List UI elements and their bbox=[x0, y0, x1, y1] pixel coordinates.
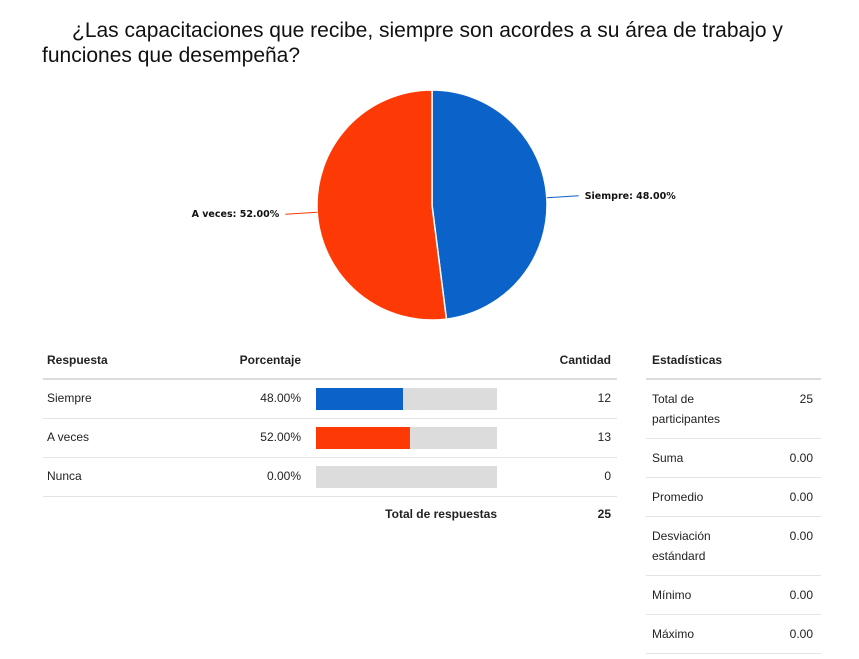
stat-row: Desviación estándard 0.00 bbox=[646, 517, 821, 576]
row-cantidad: 0 bbox=[604, 469, 611, 483]
stat-row: Total de participantes 25 bbox=[646, 380, 821, 439]
stat-row: Promedio 0.00 bbox=[646, 478, 821, 517]
stat-name: Promedio bbox=[652, 490, 704, 504]
header-respuesta: Respuesta bbox=[47, 353, 108, 367]
row-porcentaje: 48.00% bbox=[260, 391, 301, 405]
results-table: Respuesta Porcentaje Cantidad Siempre 48… bbox=[43, 342, 617, 531]
row-respuesta: Nunca bbox=[47, 469, 82, 483]
percentage-bar-track bbox=[316, 427, 497, 449]
statistics-panel: Estadísticas Total de participantes 25 Su… bbox=[646, 342, 821, 654]
pie-slice-siempre bbox=[431, 89, 548, 320]
percentage-bar-fill bbox=[316, 427, 411, 449]
stat-row: Máximo 0.00 bbox=[646, 615, 821, 654]
stat-name: Máximo bbox=[652, 627, 695, 641]
total-value: 25 bbox=[597, 507, 611, 521]
row-porcentaje: 0.00% bbox=[266, 469, 301, 483]
pie-slice-label: Siempre: 48.00% bbox=[585, 191, 677, 202]
table-row: Nunca 0.00% 0 bbox=[43, 458, 617, 497]
pie-chart: Siempre: 48.00% A veces: 52.00% bbox=[192, 89, 677, 321]
stat-name: Desviación estándard bbox=[652, 529, 711, 563]
stat-value: 0.00 bbox=[789, 529, 813, 543]
statistics-header: Estadísticas bbox=[646, 342, 821, 380]
stat-value: 0.00 bbox=[789, 490, 813, 504]
table-row: A veces 52.00% 13 bbox=[43, 419, 617, 458]
chart-title: ¿Las capacitaciones que recibe, siempre … bbox=[42, 19, 783, 67]
pie-leader-line bbox=[546, 195, 579, 199]
row-cantidad: 12 bbox=[597, 391, 611, 405]
stat-value: 0.00 bbox=[789, 627, 813, 641]
row-respuesta: Siempre bbox=[47, 391, 92, 405]
results-table-header: Respuesta Porcentaje Cantidad bbox=[43, 342, 617, 380]
stat-row: Suma 0.00 bbox=[646, 439, 821, 478]
stat-value: 0.00 bbox=[789, 588, 813, 602]
row-porcentaje: 52.00% bbox=[260, 430, 301, 444]
row-respuesta: A veces bbox=[47, 430, 90, 444]
pie-leader-line bbox=[285, 211, 318, 215]
pie-slice-a-veces bbox=[316, 89, 448, 321]
stat-name: Total de participantes bbox=[652, 392, 721, 426]
stat-row: Mínimo 0.00 bbox=[646, 576, 821, 615]
header-cantidad: Cantidad bbox=[559, 353, 611, 367]
percentage-bar-track bbox=[316, 388, 497, 410]
pie-slice-label: A veces: 52.00% bbox=[192, 209, 280, 220]
stat-value: 0.00 bbox=[789, 451, 813, 465]
total-row: Total de respuestas 25 bbox=[43, 497, 617, 531]
table-row: Siempre 48.00% 12 bbox=[43, 380, 617, 419]
header-porcentaje: Porcentaje bbox=[239, 353, 301, 367]
stat-name: Mínimo bbox=[652, 588, 692, 602]
row-cantidad: 13 bbox=[597, 430, 611, 444]
percentage-bar-fill bbox=[316, 388, 403, 410]
stat-name: Suma bbox=[652, 451, 684, 465]
total-label: Total de respuestas bbox=[385, 507, 497, 521]
stat-value: 25 bbox=[799, 392, 813, 406]
percentage-bar-track bbox=[316, 466, 497, 488]
